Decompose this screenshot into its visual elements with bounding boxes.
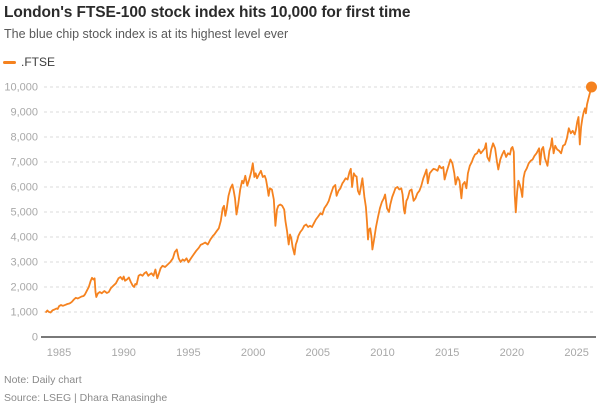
x-tick-label: 2010	[370, 347, 394, 359]
chart-note: Note: Daily chart	[4, 374, 82, 386]
latest-value-marker	[585, 81, 597, 93]
y-tick-label: 3,000	[10, 257, 38, 269]
y-tick-label: 9,000	[10, 107, 38, 119]
y-tick-label: 2,000	[10, 282, 38, 294]
x-tick-label: 2020	[500, 347, 524, 359]
x-tick-label: 2005	[306, 347, 330, 359]
legend: .FTSE	[3, 55, 55, 69]
ftse-series-line	[45, 86, 593, 314]
series-color-swatch-icon	[3, 60, 16, 64]
y-tick-label: 1,000	[10, 307, 38, 319]
legend-series-label: .FTSE	[21, 55, 56, 69]
x-tick-label: 1995	[176, 347, 200, 359]
x-tick-label: 1990	[111, 347, 135, 359]
chart-source: Source: LSEG | Dhara Ranasinghe	[4, 392, 168, 404]
y-tick-label: 5,000	[10, 207, 38, 219]
y-tick-label: 7,000	[10, 157, 38, 169]
y-tick-label: 10,000	[4, 82, 38, 94]
x-tick-label: 2025	[564, 347, 588, 359]
y-tick-label: 6,000	[10, 182, 38, 194]
y-tick-label: 4,000	[10, 232, 38, 244]
chart-subtitle: The blue chip stock index is at its high…	[4, 27, 289, 41]
x-tick-label: 1985	[47, 347, 71, 359]
x-tick-label: 2015	[435, 347, 459, 359]
page-title: London's FTSE-100 stock index hits 10,00…	[4, 4, 411, 21]
y-tick-label: 0	[32, 332, 38, 344]
y-tick-label: 8,000	[10, 132, 38, 144]
x-tick-label: 2000	[241, 347, 265, 359]
